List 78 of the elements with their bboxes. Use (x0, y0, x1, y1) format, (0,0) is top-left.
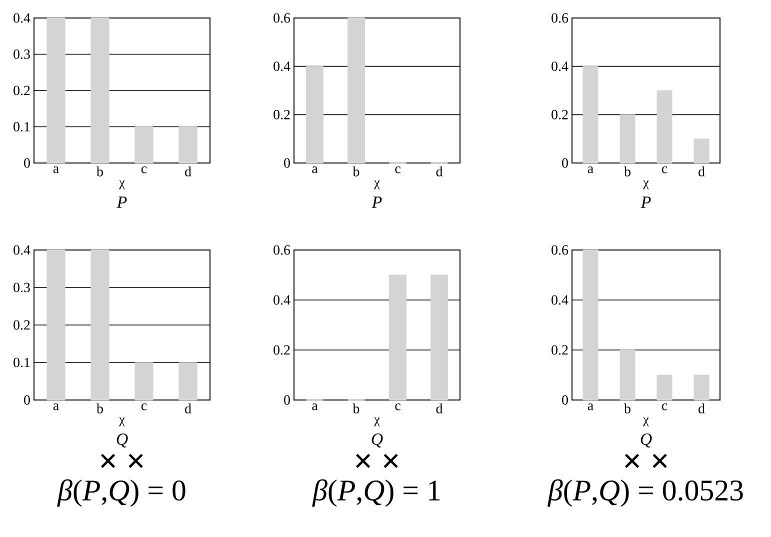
y-tick-label: 0.6 (274, 13, 290, 23)
y-tick-label: 0.4 (552, 295, 568, 305)
text: P (640, 196, 651, 208)
x-tick-label: d (436, 166, 443, 176)
y-tick-label: 0.4 (552, 62, 568, 72)
x-axis-title: χ (374, 418, 380, 426)
x-tick-label: c (662, 404, 668, 410)
text: × × (356, 454, 398, 468)
y-tick-label: 0.3 (14, 282, 30, 292)
x-axis-title: χ (374, 180, 380, 190)
x-tick-label: b (352, 404, 360, 414)
x-tick-label: b (96, 404, 103, 414)
x-axis-title: χ (119, 180, 125, 190)
y-tick-label: 0.3 (14, 50, 30, 59)
x-tick-label: a (53, 166, 59, 174)
x-tick-label: c (141, 404, 147, 410)
y-tick-label: 0 (562, 158, 568, 168)
y-tick-label: 0 (24, 158, 30, 168)
y-tick-label: 0.1 (14, 358, 30, 368)
text: × × (624, 454, 667, 468)
y-tick-label: 0.2 (14, 320, 30, 330)
y-tick-label: 0.2 (14, 86, 30, 96)
text: β(P,Q) = 1 (312, 479, 440, 507)
y-tick-label: 0.6 (274, 245, 290, 255)
y-tick-label: 0.4 (14, 13, 30, 23)
x-tick-label: c (662, 166, 668, 174)
x-tick-label: d (698, 166, 705, 176)
x-tick-label: d (698, 404, 705, 414)
x-tick-label: d (185, 404, 192, 414)
x-tick-label: b (624, 166, 630, 176)
y-tick-label: 0.4 (274, 62, 290, 72)
bar (656, 374, 672, 400)
bar (694, 374, 710, 400)
x-tick-label: c (395, 404, 400, 410)
x-tick-label: d (185, 166, 192, 176)
x-tick-label: d (436, 404, 443, 414)
x-tick-label: c (141, 166, 147, 174)
x-axis-title: χ (643, 418, 649, 426)
text: × × (100, 454, 143, 468)
text: Q (116, 434, 128, 448)
y-tick-label: 0 (562, 395, 568, 405)
y-tick-label: 0.1 (14, 122, 30, 132)
x-tick-label: b (96, 166, 103, 176)
x-tick-label: a (312, 166, 318, 174)
bar (620, 114, 636, 164)
bar (620, 350, 636, 400)
bar (582, 250, 598, 400)
y-tick-label: 0.6 (552, 13, 568, 23)
text: P (372, 196, 382, 208)
text: β(P,Q) = 0 (57, 479, 186, 507)
y-tick-label: 0.2 (274, 110, 290, 120)
y-tick-label: 0 (24, 395, 30, 405)
bar (582, 66, 598, 164)
bar (694, 138, 710, 164)
x-axis-title: χ (119, 418, 125, 426)
y-tick-label: 0.4 (14, 245, 30, 255)
bar (306, 66, 324, 164)
y-tick-label: 0.4 (274, 295, 290, 305)
text: Q (372, 434, 383, 448)
x-tick-label: c (395, 166, 400, 174)
y-tick-label: 0.2 (552, 345, 568, 355)
x-tick-label: a (588, 404, 594, 410)
y-tick-label: 0.2 (552, 110, 568, 120)
y-tick-label: 0 (284, 158, 290, 168)
x-tick-label: a (53, 404, 59, 410)
bar (348, 18, 366, 164)
x-axis-title: χ (643, 180, 649, 190)
x-tick-label: b (624, 404, 630, 414)
y-tick-label: 0.2 (274, 345, 290, 355)
x-tick-label: a (588, 166, 594, 174)
y-tick-label: 0.6 (552, 245, 568, 255)
bar (656, 90, 672, 164)
y-tick-label: 0 (284, 395, 290, 405)
text: P (116, 196, 127, 208)
text: Q (640, 434, 652, 448)
text: β(P,Q) = 0.0523 (547, 479, 743, 507)
x-tick-label: b (352, 166, 360, 176)
x-tick-label: a (312, 404, 318, 410)
